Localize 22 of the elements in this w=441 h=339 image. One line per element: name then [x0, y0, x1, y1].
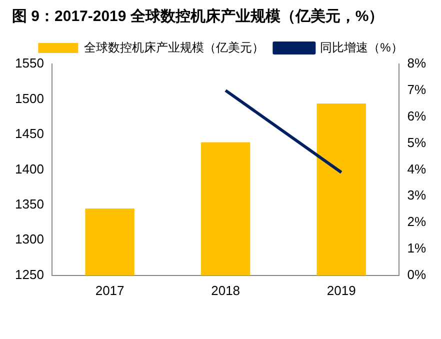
y2-tick-label: 6% — [407, 108, 426, 124]
y-tick-label: 1250 — [15, 266, 44, 282]
y2-tick-label: 4% — [407, 161, 426, 176]
chart-title: 图 9：2017-2019 全球数控机床产业规模（亿美元，%） — [12, 7, 384, 26]
y2-tick-label: 1% — [407, 240, 426, 256]
y-tick-label: 1550 — [15, 56, 44, 71]
y2-tick-label: 2% — [407, 214, 426, 230]
y2-tick-label: 8% — [407, 56, 426, 71]
y-tick-label: 1450 — [15, 126, 44, 142]
legend-label: 全球数控机床产业规模（亿美元） — [84, 40, 264, 54]
y-tick-label: 1300 — [15, 232, 44, 247]
x-tick-label: 2017 — [95, 282, 124, 298]
y-tick-label: 1350 — [15, 196, 44, 212]
x-tick-label: 2019 — [326, 282, 356, 298]
legend-label: 同比增速（%） — [320, 40, 403, 54]
y2-tick-label: 3% — [407, 188, 426, 203]
y-tick-label: 1400 — [15, 161, 44, 176]
x-tick-label: 2018 — [211, 282, 240, 298]
y-tick-label: 1500 — [15, 90, 44, 106]
y2-tick-label: 5% — [407, 134, 426, 150]
y2-tick-label: 7% — [407, 82, 426, 98]
y2-tick-label: 0% — [407, 266, 426, 282]
